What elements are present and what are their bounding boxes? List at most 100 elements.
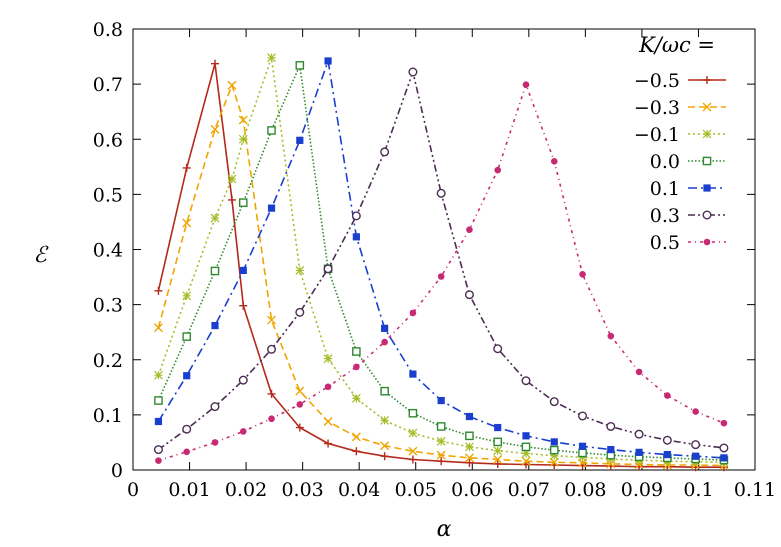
y-tick-label: 0.1 bbox=[93, 405, 123, 427]
legend-title: K/ωc = bbox=[638, 33, 715, 57]
data-point bbox=[408, 428, 418, 438]
data-point bbox=[210, 266, 220, 276]
data-point bbox=[182, 291, 192, 301]
series-6 bbox=[153, 67, 729, 455]
data-point bbox=[549, 457, 559, 467]
x-tick-label: 0.11 bbox=[734, 479, 776, 501]
legend-entry-2: −0.3 bbox=[634, 97, 726, 119]
data-point bbox=[663, 450, 671, 459]
data-point bbox=[182, 424, 192, 434]
data-point bbox=[634, 459, 644, 469]
data-point bbox=[720, 419, 728, 427]
legend-label: −0.5 bbox=[634, 70, 680, 92]
series-line bbox=[157, 69, 724, 451]
y-tick-label: 0.8 bbox=[93, 19, 123, 41]
data-point bbox=[408, 67, 418, 77]
data-point bbox=[295, 61, 305, 70]
data-point bbox=[183, 448, 191, 456]
x-tick-label: 0.07 bbox=[508, 479, 550, 501]
y-tick-label: 0.7 bbox=[93, 74, 123, 96]
data-point bbox=[521, 456, 531, 466]
data-point bbox=[381, 338, 388, 346]
data-point bbox=[493, 344, 503, 354]
series-line bbox=[157, 62, 724, 461]
data-point bbox=[155, 457, 162, 464]
y-tick-label: 0.6 bbox=[93, 129, 123, 151]
series-7 bbox=[155, 81, 728, 464]
axis-ticks: 0 0.01 0.02 0.03 0.04 0.05 0.06 0.07 0.08 0.09 0.1… bbox=[93, 19, 776, 501]
legend-marker bbox=[703, 184, 711, 192]
data-point bbox=[238, 198, 248, 207]
x-tick-label: 0.09 bbox=[621, 479, 663, 501]
data-point bbox=[493, 455, 503, 465]
data-point bbox=[351, 211, 361, 221]
data-point bbox=[183, 372, 191, 380]
legend-marker bbox=[702, 210, 712, 220]
series-layer bbox=[153, 53, 729, 472]
data-point bbox=[464, 290, 474, 300]
data-point bbox=[437, 457, 446, 466]
data-point bbox=[238, 375, 248, 385]
data-point bbox=[210, 213, 220, 223]
data-point bbox=[720, 454, 728, 462]
data-point bbox=[210, 402, 220, 412]
legend-marker bbox=[703, 238, 711, 246]
legend-entry-1: −0.5 bbox=[634, 70, 726, 92]
data-point bbox=[239, 266, 247, 275]
data-point bbox=[521, 442, 531, 452]
y-tick-label: 0.5 bbox=[93, 184, 123, 206]
series-line bbox=[157, 82, 724, 467]
data-point bbox=[211, 439, 219, 446]
data-point bbox=[550, 438, 558, 446]
data-point bbox=[436, 450, 446, 460]
data-point bbox=[267, 344, 277, 354]
data-point bbox=[579, 271, 586, 278]
series-2 bbox=[153, 80, 729, 471]
data-point bbox=[493, 437, 503, 447]
legend-label: 0.5 bbox=[650, 232, 680, 254]
data-point bbox=[380, 386, 389, 396]
data-point bbox=[719, 443, 729, 453]
series-5 bbox=[154, 57, 728, 462]
data-point bbox=[408, 408, 418, 418]
legend-label: −0.3 bbox=[634, 97, 680, 119]
data-point bbox=[239, 428, 247, 435]
data-point bbox=[409, 309, 417, 317]
data-point bbox=[606, 421, 616, 431]
data-point bbox=[296, 401, 304, 408]
data-point bbox=[323, 264, 333, 274]
legend-marker bbox=[703, 76, 711, 84]
data-point bbox=[182, 218, 192, 228]
data-point bbox=[409, 370, 417, 378]
data-point bbox=[408, 446, 418, 456]
legend-entry-7: 0.5 bbox=[650, 232, 726, 254]
legend-marker bbox=[702, 156, 712, 166]
data-point bbox=[380, 415, 390, 425]
data-point bbox=[635, 368, 643, 376]
data-point bbox=[227, 195, 236, 204]
x-tick-label: 0.02 bbox=[225, 479, 267, 501]
data-point bbox=[381, 324, 389, 332]
y-tick-label: 0.4 bbox=[93, 240, 123, 262]
data-point bbox=[352, 233, 360, 241]
data-point bbox=[436, 436, 446, 446]
data-point bbox=[380, 147, 390, 157]
data-point bbox=[437, 273, 445, 280]
data-point bbox=[692, 408, 699, 415]
data-point bbox=[227, 80, 237, 90]
data-point bbox=[267, 204, 276, 212]
legend: K/ωc = −0.5 −0.3 −0.1 0.0 0.1 0.3 0.5 bbox=[634, 33, 726, 254]
data-point bbox=[323, 416, 333, 426]
data-point bbox=[227, 174, 237, 184]
x-tick-label: 0.01 bbox=[168, 479, 210, 501]
data-point bbox=[466, 226, 473, 233]
data-point bbox=[464, 453, 474, 463]
data-point bbox=[465, 412, 474, 421]
x-tick-label: 0 bbox=[127, 479, 139, 501]
legend-label: 0.3 bbox=[650, 205, 680, 227]
legend-entry-4: 0.0 bbox=[650, 151, 726, 173]
x-tick-label: 0.03 bbox=[281, 479, 323, 501]
data-point bbox=[549, 445, 559, 455]
data-point bbox=[521, 376, 531, 386]
